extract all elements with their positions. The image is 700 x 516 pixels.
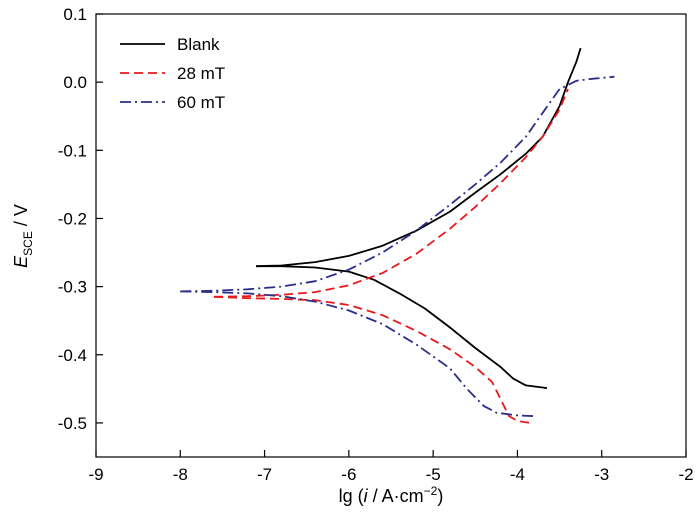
x-axis-title: lg (i / A·cm−2): [339, 484, 444, 506]
y-axis-title-suffix: / V: [11, 204, 31, 231]
y-tick-label: -0.1: [58, 141, 87, 160]
y-tick-label: -0.5: [58, 414, 87, 433]
x-tick-label: -6: [341, 465, 356, 484]
x-axis-title-prefix: lg (: [339, 486, 364, 506]
x-axis-title-superscript: −2: [424, 484, 438, 498]
x-axis-title-middle: / A·cm: [368, 486, 424, 506]
x-tick-label: -3: [594, 465, 609, 484]
y-tick-label: -0.3: [58, 278, 87, 297]
series-1-anodic-line: [256, 47, 582, 268]
y-tick-label: 0.1: [63, 5, 87, 24]
y-axis-title-italic: E: [11, 255, 31, 268]
series-2-anodic-line: [213, 88, 569, 298]
y-axis-title: ESCE / V: [11, 204, 35, 268]
y-tick-label: 0.0: [63, 73, 87, 92]
series-3-anodic-line: [180, 75, 615, 293]
x-axis-title-suffix: ): [437, 486, 443, 506]
y-axis-ticks: 0.1 0.0 -0.1 -0.2 -0.3 -0.4 -0.5: [58, 5, 103, 433]
x-axis-ticks: -9 -8 -7 -6 -5 -4 -3 -2: [88, 450, 694, 484]
x-tick-label: -9: [88, 465, 103, 484]
y-axis-title-subscript: SCE: [21, 231, 35, 256]
legend: Blank 28 mT 60 mT: [120, 35, 225, 112]
series-3-cathodic-line: [180, 290, 535, 417]
series-1-cathodic-line: [256, 265, 548, 390]
y-tick-label: -0.2: [58, 209, 87, 228]
x-tick-label: -5: [426, 465, 441, 484]
x-tick-label: -8: [173, 465, 188, 484]
x-tick-label: -2: [678, 465, 693, 484]
plot-frame: [95, 13, 687, 458]
x-tick-label: -7: [257, 465, 272, 484]
x-tick-label: -4: [510, 465, 525, 484]
legend-label-3: 60 mT: [177, 93, 225, 112]
y-tick-label: -0.4: [58, 346, 87, 365]
series-layer: [180, 47, 615, 424]
legend-label-1: Blank: [177, 35, 220, 54]
series-2-cathodic-line: [213, 295, 531, 424]
x-axis-title-italic: i: [364, 486, 369, 506]
legend-label-2: 28 mT: [177, 64, 225, 83]
